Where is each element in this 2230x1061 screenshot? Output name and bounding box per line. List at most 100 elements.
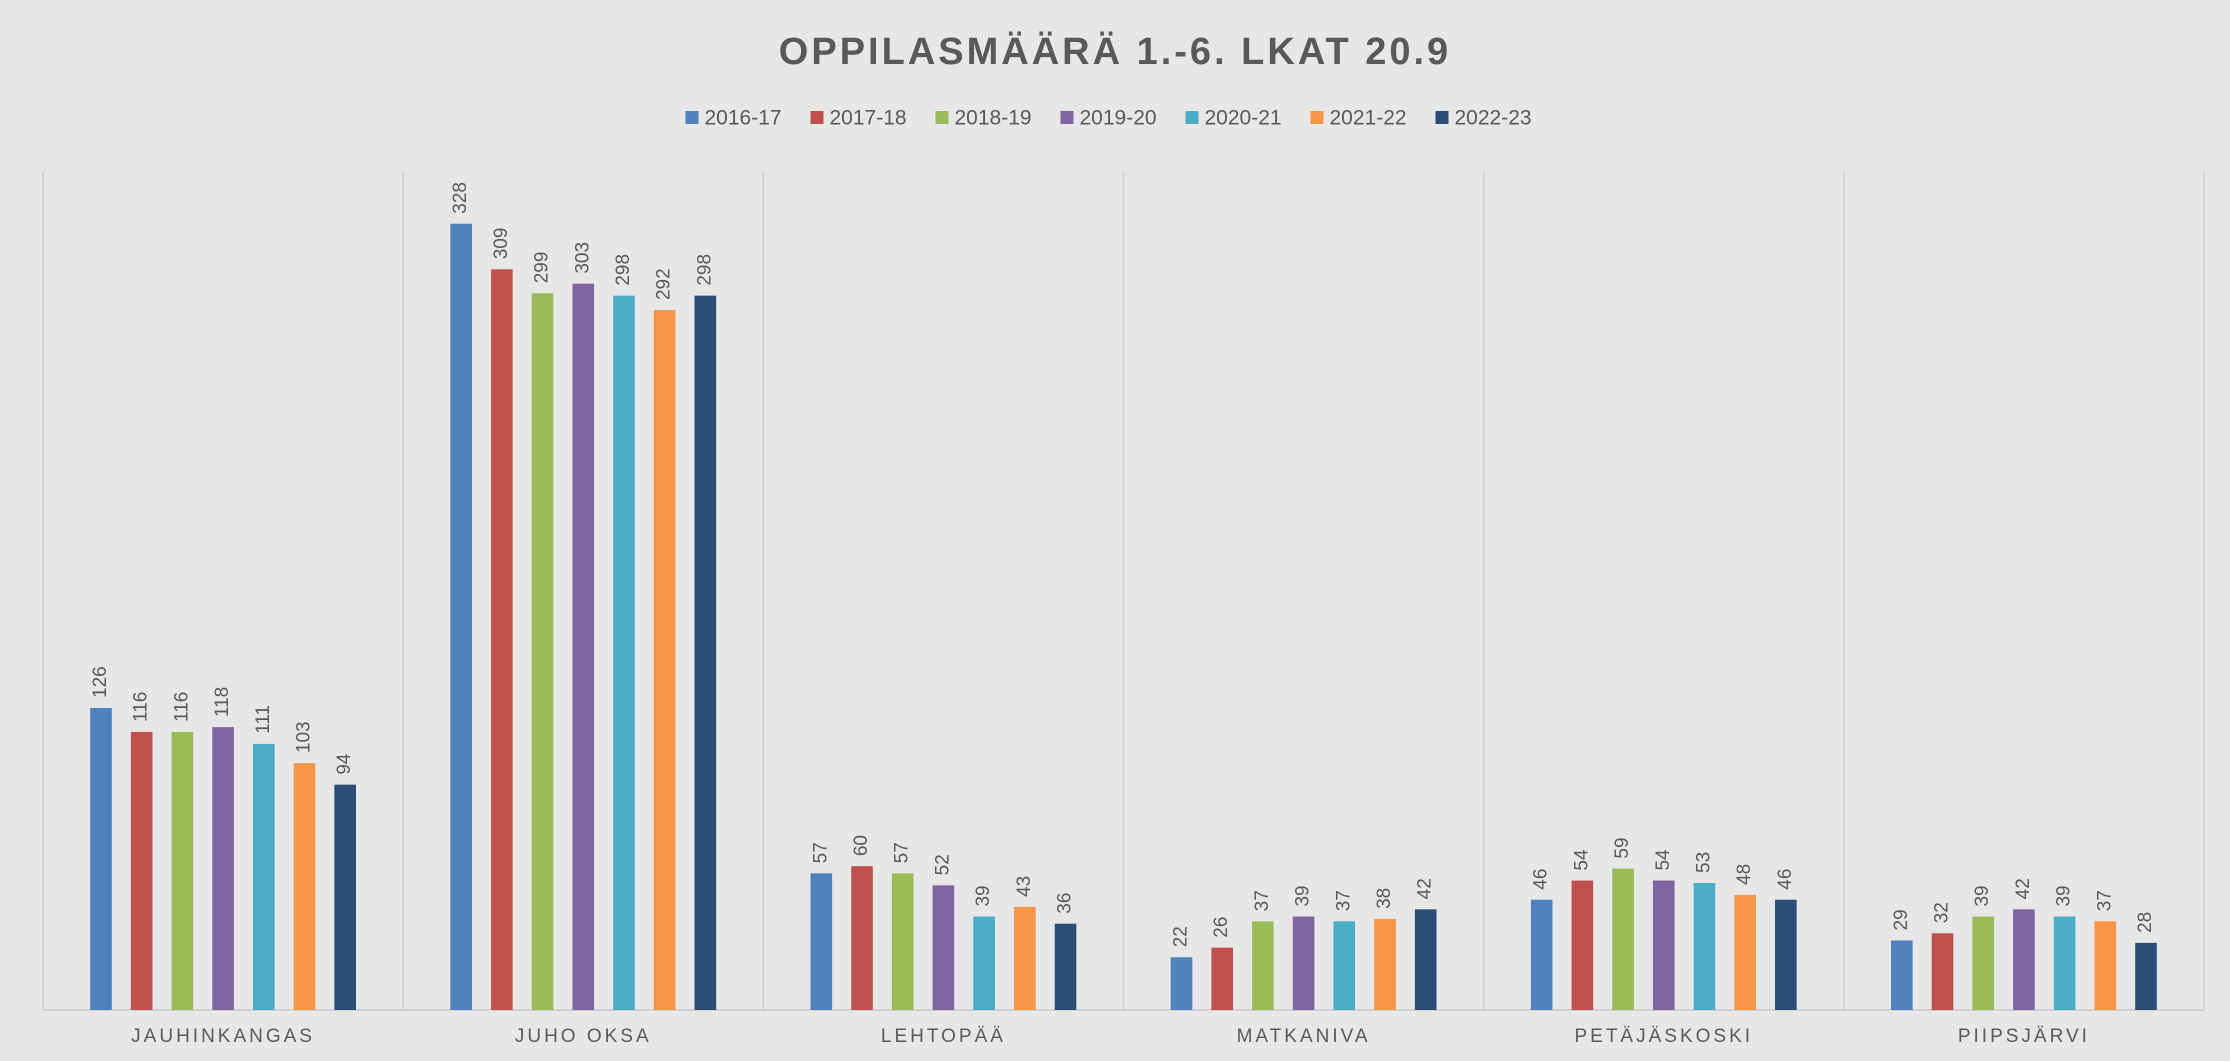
data-label: 29 xyxy=(1891,909,1912,930)
legend-swatch xyxy=(1310,111,1324,124)
chart-title: OPPILASMÄÄRÄ 1.-6. LKAT 20.9 xyxy=(779,30,1451,73)
data-label: 111 xyxy=(253,705,274,734)
data-label: 39 xyxy=(2054,885,2075,906)
legend-swatch xyxy=(1060,111,1074,124)
legend-label: 2019-20 xyxy=(1080,107,1157,130)
data-label: 309 xyxy=(491,228,512,260)
bar xyxy=(653,310,676,1010)
legend-swatch xyxy=(935,111,949,124)
bar xyxy=(1252,921,1274,1010)
legend-swatch xyxy=(685,111,699,124)
bar xyxy=(1292,916,1315,1010)
bar xyxy=(2094,921,2117,1010)
bar xyxy=(973,916,995,1010)
bar xyxy=(2013,909,2035,1010)
bar xyxy=(1693,882,1716,1010)
bar xyxy=(1333,921,1356,1010)
legend-label: 2018-19 xyxy=(955,107,1032,130)
bar xyxy=(810,873,833,1010)
legend-label: 2021-22 xyxy=(1330,107,1407,130)
data-label: 126 xyxy=(90,666,111,698)
x-tick-label: LEHTOPÄÄ xyxy=(881,1026,1006,1047)
data-label: 26 xyxy=(1211,917,1232,938)
data-label: 53 xyxy=(1693,852,1714,873)
data-label: 298 xyxy=(694,254,715,286)
bar xyxy=(212,727,234,1010)
data-label: 103 xyxy=(293,721,314,753)
bar xyxy=(531,293,554,1010)
legend-label: 2020-21 xyxy=(1205,107,1282,130)
data-label: 116 xyxy=(171,692,192,722)
legend-label: 2016-17 xyxy=(705,107,782,130)
data-label: 54 xyxy=(1653,849,1674,871)
bar xyxy=(1571,880,1594,1010)
bar xyxy=(1891,940,1913,1010)
data-label: 42 xyxy=(1415,878,1436,899)
bar xyxy=(891,873,914,1010)
bar xyxy=(2135,942,2157,1010)
data-label: 46 xyxy=(1531,869,1552,890)
data-label: 303 xyxy=(572,242,593,274)
data-label: 39 xyxy=(973,885,994,906)
data-label: 43 xyxy=(1014,876,1035,897)
bar xyxy=(694,295,717,1010)
x-tick-label: MATKANIVA xyxy=(1237,1026,1371,1047)
data-label: 59 xyxy=(1612,837,1633,858)
bar xyxy=(90,707,112,1010)
x-tick-label: JUHO OKSA xyxy=(515,1026,652,1047)
bar xyxy=(1612,868,1634,1010)
data-label: 118 xyxy=(212,687,233,717)
data-label: 36 xyxy=(1055,893,1076,914)
bar xyxy=(613,295,635,1010)
bar xyxy=(932,885,955,1010)
data-label: 42 xyxy=(2013,878,2034,899)
data-label: 298 xyxy=(613,254,634,286)
bar xyxy=(1972,916,1995,1010)
data-label: 39 xyxy=(1293,885,1314,906)
data-label: 28 xyxy=(2135,912,2156,933)
data-label: 37 xyxy=(1333,890,1354,911)
data-label: 57 xyxy=(810,842,831,863)
bar xyxy=(1014,906,1036,1010)
data-label: 328 xyxy=(450,182,471,214)
bar xyxy=(2053,916,2076,1010)
x-tick-label: JAUHINKANGAS xyxy=(131,1026,315,1047)
data-label: 37 xyxy=(2094,890,2115,911)
data-label: 116 xyxy=(131,692,152,722)
bar xyxy=(1211,947,1233,1010)
data-label: 299 xyxy=(532,252,553,284)
legend-label: 2017-18 xyxy=(830,107,907,130)
bar xyxy=(1652,880,1675,1010)
legend-swatch xyxy=(1435,111,1449,124)
bar xyxy=(252,743,275,1010)
bar xyxy=(1775,899,1797,1010)
data-label: 54 xyxy=(1571,849,1592,871)
bar xyxy=(171,731,194,1010)
x-tick-label: PETÄJÄSKOSKI xyxy=(1574,1026,1753,1047)
data-label: 52 xyxy=(932,854,953,875)
bar xyxy=(491,269,513,1011)
legend-swatch xyxy=(810,111,824,124)
bar xyxy=(1170,957,1193,1010)
data-label: 48 xyxy=(1734,864,1755,885)
data-label: 60 xyxy=(851,835,872,856)
bar xyxy=(851,866,873,1010)
bar xyxy=(1530,899,1553,1010)
bar xyxy=(1374,918,1396,1010)
bar xyxy=(1931,933,1954,1010)
bar xyxy=(334,784,356,1010)
data-label: 292 xyxy=(654,268,675,300)
data-label: 57 xyxy=(892,842,913,863)
legend-label: 2022-23 xyxy=(1455,107,1532,130)
x-tick-label: PIIPSJÄRVI xyxy=(1958,1026,2090,1047)
bar xyxy=(1414,909,1437,1010)
data-label: 22 xyxy=(1171,926,1192,947)
bar xyxy=(1734,894,1756,1010)
data-label: 37 xyxy=(1252,890,1273,911)
bar xyxy=(450,223,472,1011)
data-label: 39 xyxy=(1972,885,1993,906)
data-label: 38 xyxy=(1374,888,1395,909)
bar xyxy=(293,763,316,1010)
